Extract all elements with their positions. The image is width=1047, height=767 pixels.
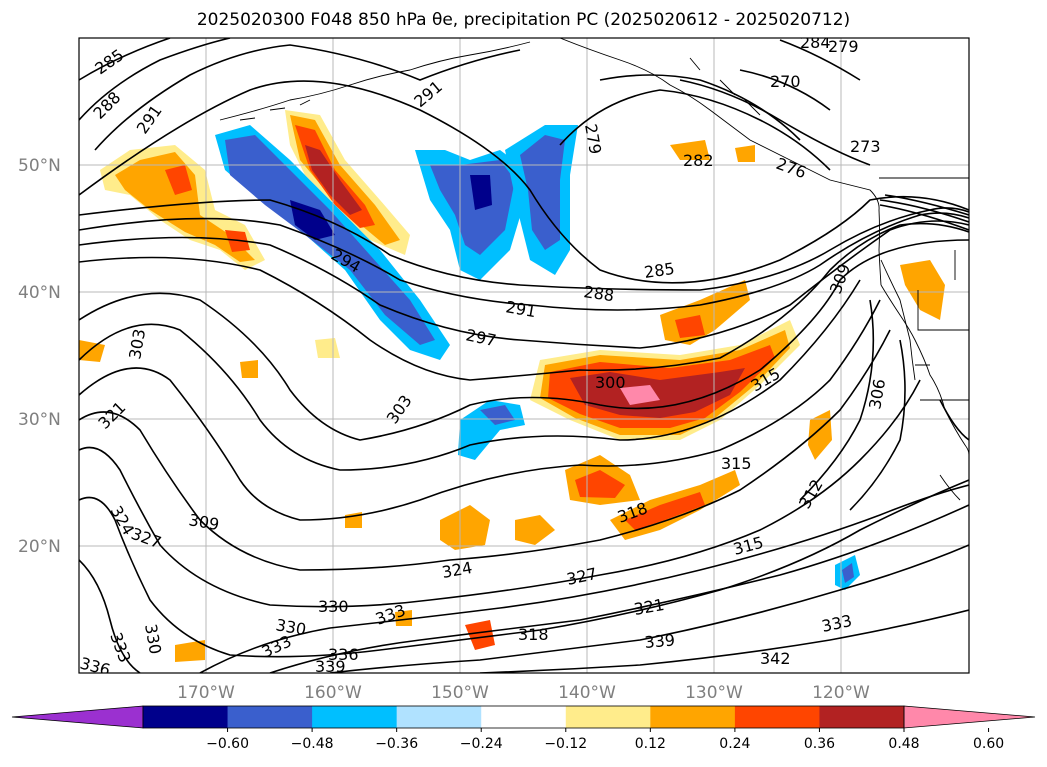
colorbar-segment (143, 706, 229, 728)
colorbar-tick-label: 0.24 (719, 736, 750, 752)
lon-label-130w: 130°W (685, 683, 743, 703)
svg-text:318: 318 (518, 625, 549, 644)
colorbar-tick-label: −0.24 (460, 736, 503, 752)
svg-text:279: 279 (828, 37, 859, 56)
colorbar-segment (565, 706, 651, 728)
svg-text:339: 339 (315, 657, 346, 676)
lat-label-20: 20°N (18, 537, 61, 557)
colorbar-frame (142, 705, 905, 729)
lon-label-140w: 140°W (558, 683, 616, 703)
svg-text:284: 284 (800, 33, 831, 52)
svg-text:336: 336 (78, 654, 112, 680)
colorbar-segment (819, 706, 905, 728)
colorbar-segment (650, 706, 736, 728)
colorbar-tick-label: −0.12 (544, 736, 587, 752)
colorbar-segment (481, 706, 567, 728)
svg-text:273: 273 (850, 137, 881, 156)
colorbar-tick-label: 0.60 (973, 736, 1004, 752)
colorbar-tick-label: 0.48 (888, 736, 919, 752)
svg-text:315: 315 (721, 454, 752, 473)
theta-e-contours (79, 38, 969, 673)
svg-text:342: 342 (760, 649, 791, 668)
map-title: 2025020300 F048 850 hPa θe, precipitatio… (196, 10, 851, 30)
lat-label-40: 40°N (18, 283, 61, 303)
lon-label-120w: 120°W (812, 683, 870, 703)
svg-text:285: 285 (643, 259, 676, 282)
colorbar-segment (396, 706, 482, 728)
map-frame (78, 37, 970, 674)
lon-label-170w: 170°W (177, 683, 235, 703)
lon-label-150w: 150°W (431, 683, 489, 703)
colorbar-tick-label: 0.12 (635, 736, 666, 752)
colorbar-segment (227, 706, 313, 728)
coastlines (219, 38, 969, 501)
colorbar-segment (312, 706, 398, 728)
lon-label-160w: 160°W (304, 683, 362, 703)
lat-label-30: 30°N (18, 410, 61, 430)
colorbar-segment (734, 706, 820, 728)
lat-label-50: 50°N (18, 156, 61, 176)
svg-text:339: 339 (644, 630, 676, 652)
svg-text:282: 282 (683, 151, 714, 170)
colorbar: −0.60 −0.48 −0.36 −0.24 −0.12 0.12 0.24 0.36 0.4… (11, 705, 1036, 752)
svg-text:270: 270 (770, 72, 801, 91)
svg-text:336: 336 (328, 645, 359, 664)
colorbar-tick-label: −0.48 (291, 736, 334, 752)
svg-text:330: 330 (318, 597, 349, 616)
longitude-labels: 170°W 160°W 150°W 140°W 130°W 120°W (177, 683, 870, 703)
colorbar-tick-label: −0.36 (375, 736, 418, 752)
latitude-labels: 50°N 40°N 30°N 20°N (18, 156, 61, 557)
colorbar-tick-label: −0.60 (206, 736, 249, 752)
svg-text:288: 288 (582, 282, 615, 305)
colorbar-tick-label: 0.36 (804, 736, 835, 752)
colorbar-extend-low (11, 705, 144, 729)
svg-text:300: 300 (595, 373, 626, 392)
colorbar-extend-high (903, 705, 1036, 729)
